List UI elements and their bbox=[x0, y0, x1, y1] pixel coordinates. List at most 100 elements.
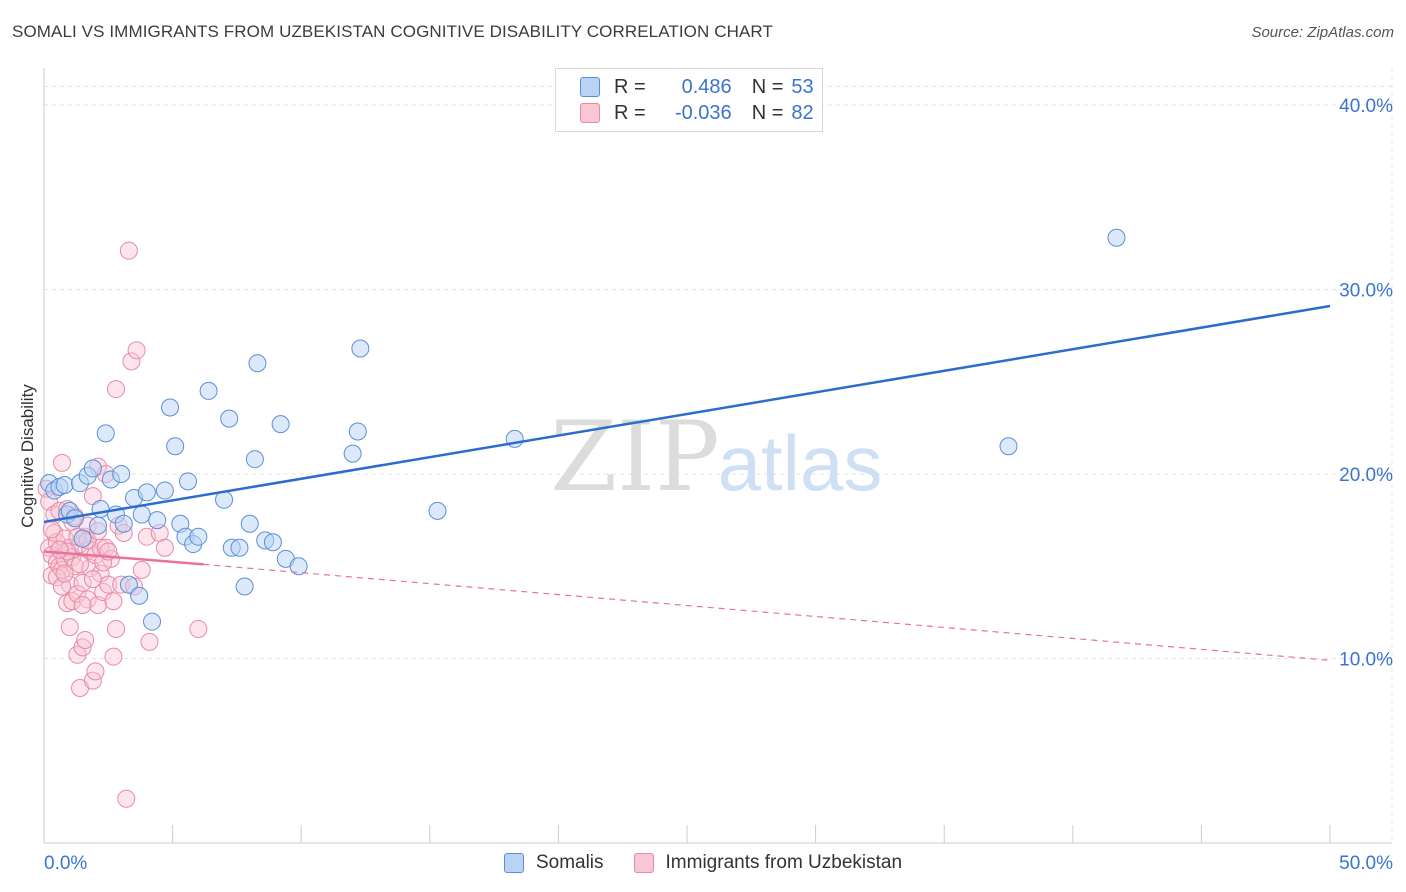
legend-swatch-somalis bbox=[580, 77, 600, 97]
legend-label-uzbekistan: Immigrants from Uzbekistan bbox=[665, 852, 903, 873]
data-point-somalis bbox=[240, 514, 259, 533]
data-point-uzbekistan bbox=[76, 631, 95, 650]
data-point-somalis bbox=[148, 511, 167, 530]
data-point-somalis bbox=[166, 437, 185, 456]
legend-r-label: R = bbox=[614, 101, 646, 124]
data-point-somalis bbox=[114, 514, 133, 533]
legend-r-value: -0.036 bbox=[674, 101, 732, 124]
data-point-uzbekistan bbox=[127, 341, 146, 360]
stats-legend: R = 0.486 N = 53 R = -0.036 N = 82 bbox=[555, 68, 823, 132]
legend-row-somalis: R = 0.486 N = 53 bbox=[580, 75, 814, 99]
data-point-uzbekistan bbox=[86, 662, 105, 681]
watermark: ZIP atlas bbox=[550, 401, 882, 513]
data-point-somalis bbox=[132, 505, 151, 524]
data-point-somalis bbox=[137, 483, 156, 502]
series-legend: Somalis Immigrants from Uzbekistan bbox=[0, 852, 1406, 874]
data-point-somalis bbox=[428, 501, 447, 520]
data-point-uzbekistan bbox=[73, 595, 92, 614]
data-point-uzbekistan bbox=[83, 570, 102, 589]
legend-n-label: N = bbox=[751, 75, 784, 98]
data-point-uzbekistan bbox=[107, 619, 126, 638]
watermark-zip: ZIP bbox=[550, 401, 719, 513]
trend-line-uzbekistan-extended bbox=[203, 563, 1331, 661]
trend-line-somalis bbox=[43, 304, 1331, 524]
trend-line-uzbekistan bbox=[43, 550, 204, 566]
data-point-somalis bbox=[220, 409, 239, 428]
data-point-uzbekistan bbox=[78, 590, 97, 609]
chart-title: SOMALI VS IMMIGRANTS FROM UZBEKISTAN COG… bbox=[12, 22, 773, 41]
data-point-somalis bbox=[73, 529, 92, 548]
data-point-somalis bbox=[130, 586, 149, 605]
data-point-somalis bbox=[179, 472, 198, 491]
data-point-uzbekistan bbox=[189, 619, 208, 638]
legend-r-value: 0.486 bbox=[681, 75, 732, 98]
data-point-somalis bbox=[199, 381, 218, 400]
legend-item-uzbekistan: Immigrants from Uzbekistan bbox=[633, 852, 903, 874]
data-point-somalis bbox=[271, 415, 290, 434]
chart-source: Source: ZipAtlas.com bbox=[1251, 24, 1394, 41]
data-point-uzbekistan bbox=[104, 647, 123, 666]
data-point-somalis bbox=[119, 575, 138, 594]
data-point-somalis bbox=[112, 464, 131, 483]
data-point-somalis bbox=[83, 459, 102, 478]
data-point-somalis bbox=[89, 516, 108, 535]
data-point-somalis bbox=[999, 437, 1018, 456]
data-point-uzbekistan bbox=[55, 564, 74, 583]
legend-swatch-uzbekistan bbox=[633, 853, 654, 873]
data-point-somalis bbox=[155, 481, 174, 500]
legend-r-label: R = bbox=[614, 75, 646, 98]
data-point-uzbekistan bbox=[53, 453, 72, 472]
data-point-uzbekistan bbox=[42, 520, 61, 539]
data-point-somalis bbox=[189, 527, 208, 546]
data-point-uzbekistan bbox=[104, 592, 123, 611]
watermark-atlas: atlas bbox=[718, 419, 883, 507]
data-point-somalis bbox=[289, 557, 308, 576]
y-tick-label: 10.0% bbox=[1339, 649, 1393, 670]
legend-n-value: 82 bbox=[791, 101, 814, 124]
data-point-uzbekistan bbox=[73, 573, 92, 592]
data-point-somalis bbox=[230, 538, 249, 557]
legend-n-label: N = bbox=[751, 101, 784, 124]
data-point-uzbekistan bbox=[119, 241, 138, 260]
y-tick-label: 20.0% bbox=[1339, 465, 1393, 486]
y-axis-label: Cognitive Disability bbox=[18, 384, 37, 528]
data-point-somalis bbox=[143, 612, 162, 631]
data-point-uzbekistan bbox=[107, 380, 126, 399]
trend-lines bbox=[43, 304, 1331, 661]
data-point-somalis bbox=[248, 354, 267, 373]
data-point-uzbekistan bbox=[71, 555, 90, 574]
data-point-somalis bbox=[1107, 228, 1126, 247]
legend-label-somalis: Somalis bbox=[535, 852, 604, 873]
data-point-somalis bbox=[235, 577, 254, 596]
data-point-somalis bbox=[351, 339, 370, 358]
data-point-uzbekistan bbox=[60, 618, 79, 637]
data-point-uzbekistan bbox=[50, 540, 69, 559]
legend-item-somalis: Somalis bbox=[503, 852, 604, 874]
axes bbox=[43, 68, 1392, 844]
data-point-somalis bbox=[161, 398, 180, 417]
data-point-uzbekistan bbox=[155, 538, 174, 557]
y-tick-label: 30.0% bbox=[1339, 280, 1393, 301]
data-point-somalis bbox=[55, 476, 74, 495]
y-tick-label: 40.0% bbox=[1339, 96, 1393, 117]
data-point-uzbekistan bbox=[132, 560, 151, 579]
data-point-somalis bbox=[263, 533, 282, 552]
data-point-somalis bbox=[245, 450, 264, 469]
data-point-somalis bbox=[348, 422, 367, 441]
legend-n-value: 53 bbox=[791, 75, 814, 98]
data-point-uzbekistan bbox=[68, 584, 87, 603]
data-point-uzbekistan bbox=[94, 553, 113, 572]
x-tick-label: 50.0% bbox=[1339, 853, 1393, 874]
series-somalis-points bbox=[40, 228, 1126, 631]
legend-row-uzbekistan: R = -0.036 N = 82 bbox=[580, 101, 814, 125]
data-point-somalis bbox=[96, 424, 115, 443]
data-point-uzbekistan bbox=[73, 638, 92, 657]
legend-swatch-uzbekistan bbox=[580, 103, 600, 123]
data-point-somalis bbox=[343, 444, 362, 463]
data-point-uzbekistan bbox=[140, 632, 159, 651]
data-point-uzbekistan bbox=[117, 789, 136, 808]
x-tick-label: 0.0% bbox=[44, 853, 87, 874]
grid-lines bbox=[44, 68, 1393, 843]
tick-labels: 10.0% 20.0% 30.0% 40.0% 0.0% 50.0% bbox=[44, 96, 1393, 874]
